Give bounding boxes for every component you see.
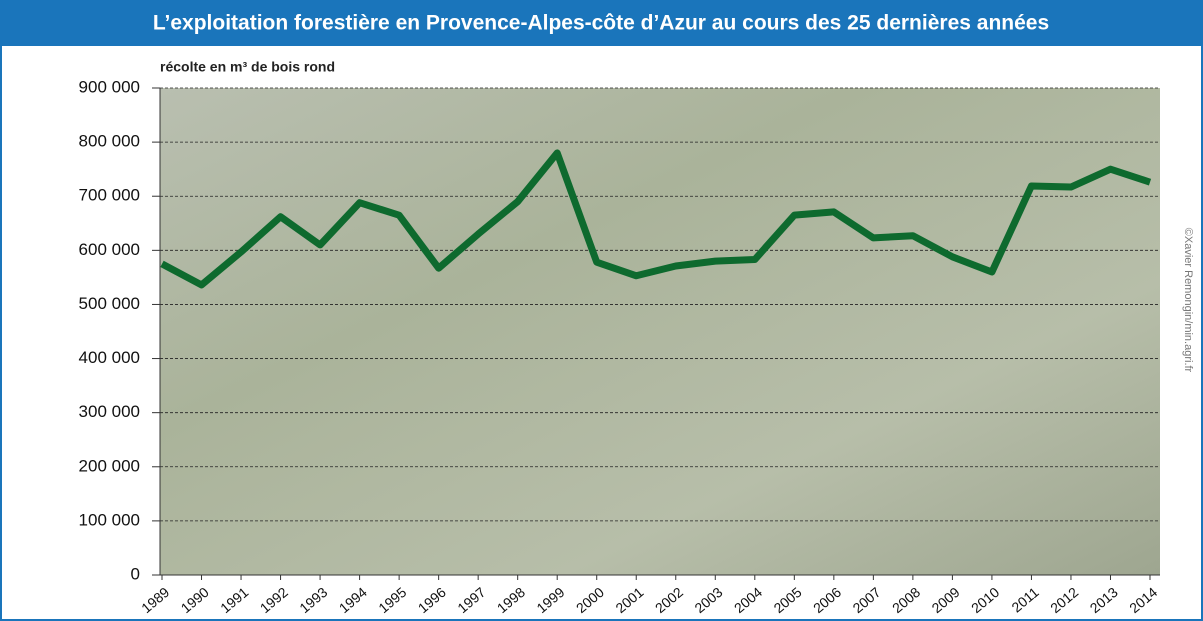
plot-background (160, 88, 1160, 575)
y-tick-label: 400 000 (79, 348, 140, 367)
photo-credit: ©Xavier Remongin/min.agri.fr (1182, 228, 1194, 373)
y-tick-label: 700 000 (79, 186, 140, 205)
y-axis-label: récolte en m³ de bois rond (160, 59, 335, 75)
y-tick-label: 0 (131, 564, 140, 583)
y-tick-label: 300 000 (79, 402, 140, 421)
chart-title: L’exploitation forestière en Provence-Al… (153, 12, 1049, 35)
y-tick-label: 200 000 (79, 456, 140, 475)
chart: L’exploitation forestière en Provence-Al… (0, 0, 1203, 621)
y-tick-label: 900 000 (79, 77, 140, 96)
y-tick-label: 800 000 (79, 132, 140, 151)
y-tick-label: 500 000 (79, 294, 140, 313)
y-tick-label: 100 000 (79, 510, 140, 529)
y-tick-label: 600 000 (79, 240, 140, 259)
